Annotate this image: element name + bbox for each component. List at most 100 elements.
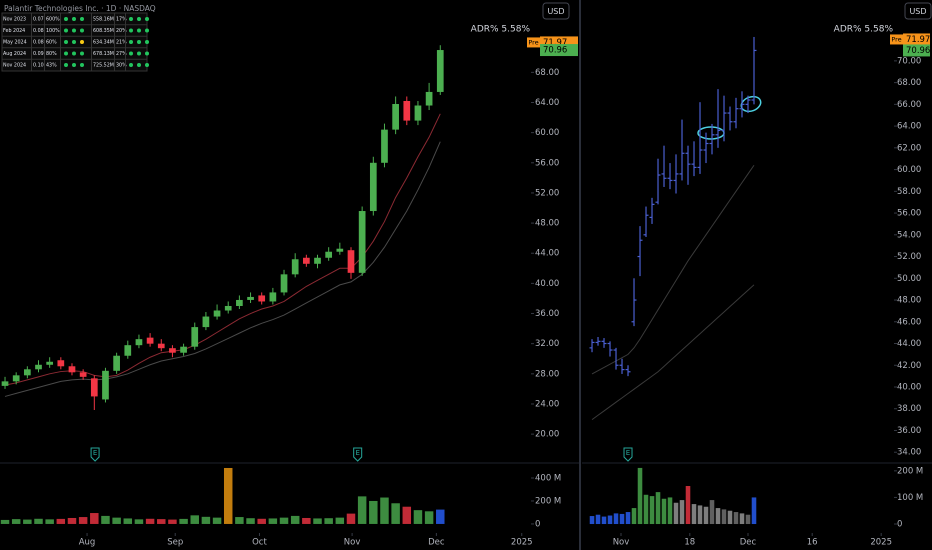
y-tick-label: 66.00 xyxy=(897,100,921,110)
volume-bar xyxy=(134,519,144,524)
volume-bar xyxy=(667,497,673,525)
table-cell: 608.35M xyxy=(93,28,114,34)
y-tick-label: 68.00 xyxy=(535,68,559,78)
currency-button[interactable] xyxy=(542,2,570,20)
volume-bar xyxy=(45,519,54,524)
status-dot xyxy=(129,63,133,67)
x-tick-label: Nov xyxy=(613,538,630,548)
volume-tick-label: 200 M xyxy=(897,466,923,476)
y-tick-label: 34.00 xyxy=(897,448,921,458)
table-cell: 558.16M xyxy=(93,17,114,23)
volume-bar xyxy=(290,515,300,524)
price-tag xyxy=(540,44,578,57)
candle-body xyxy=(202,316,210,328)
currency-button[interactable] xyxy=(904,2,932,20)
price-tag-label: 71.97 xyxy=(906,35,930,45)
volume-bar xyxy=(697,505,703,525)
volume-bar xyxy=(223,467,233,524)
earnings-marker xyxy=(623,447,633,462)
volume-tick-label: 100 M xyxy=(897,493,923,503)
x-tick-label: Oct xyxy=(252,538,267,548)
y-tick-label: 56.00 xyxy=(897,209,921,219)
status-dot xyxy=(129,17,133,21)
table-cell: 60% xyxy=(46,40,57,46)
candle-body xyxy=(303,257,310,264)
status-dot xyxy=(72,28,76,33)
x-tick-label: Dec xyxy=(428,538,445,548)
x-tick-label: Dec xyxy=(740,538,757,548)
x-tick-label: 2025 xyxy=(511,538,533,548)
currency-label[interactable]: USD xyxy=(909,7,926,16)
status-dot xyxy=(137,51,141,56)
volume-bar xyxy=(673,502,679,525)
y-tick-label: 58.00 xyxy=(897,187,921,197)
volume-bar xyxy=(619,513,625,525)
volume-bar xyxy=(279,517,289,524)
candle-body xyxy=(124,345,132,356)
volume-bar xyxy=(212,517,222,524)
volume-bar xyxy=(739,513,745,525)
volume-bar xyxy=(733,512,739,525)
volume-bar xyxy=(34,518,43,524)
candle-body xyxy=(224,305,232,311)
y-tick-label: 64.00 xyxy=(535,98,559,108)
candle-body xyxy=(381,129,388,163)
tag-badge-label: Pre xyxy=(891,35,901,43)
status-dot xyxy=(64,63,68,67)
moving-average xyxy=(591,284,755,421)
candle-body xyxy=(347,250,355,273)
tag-badge xyxy=(890,34,903,45)
moving-average xyxy=(4,113,441,386)
status-dot xyxy=(145,40,149,44)
y-tick-label: 38.00 xyxy=(897,404,921,414)
candle-body xyxy=(46,361,54,365)
price-tag xyxy=(903,33,930,46)
y-tick-label: 54.00 xyxy=(897,230,921,240)
volume-bar xyxy=(67,517,77,524)
x-tick-label: 18 xyxy=(684,538,695,548)
y-tick-label: 64.00 xyxy=(897,122,921,132)
volume-bar xyxy=(691,504,697,525)
volume-bar xyxy=(413,510,423,524)
moving-average xyxy=(591,164,755,375)
table-cell: 21% xyxy=(116,40,127,46)
x-tick-label: Nov xyxy=(344,538,361,548)
table-cell: 20% xyxy=(116,28,127,34)
volume-bar xyxy=(631,508,637,525)
y-tick-label: 56.00 xyxy=(535,158,559,168)
status-dot xyxy=(137,40,141,44)
candle-body xyxy=(68,366,76,373)
volume-bar xyxy=(380,497,389,524)
status-dot xyxy=(137,63,141,67)
table-cell: 725.52M xyxy=(93,63,114,69)
candle-body xyxy=(79,372,87,377)
volume-bar xyxy=(168,519,177,524)
currency-label[interactable]: USD xyxy=(547,7,564,16)
volume-bar xyxy=(357,496,367,524)
volume-tick-label: 0 xyxy=(535,519,540,529)
volume-bar xyxy=(90,513,99,524)
table-cell: 678.13M xyxy=(93,51,114,57)
volume-bar xyxy=(101,515,110,524)
earnings-table: Nov 2023 0.07 600% 558.16M 17% Feb 2024 0.08 10… xyxy=(1,12,149,72)
status-dot xyxy=(72,17,76,21)
tag-badge xyxy=(527,37,540,48)
volume-bar xyxy=(369,500,378,524)
x-tick-label: Sep xyxy=(167,538,183,548)
table-cell: 0.08 xyxy=(33,40,44,46)
candle-body xyxy=(314,257,321,264)
y-tick-label: 40.00 xyxy=(535,279,559,289)
candle-body xyxy=(403,100,411,121)
status-dot xyxy=(64,40,68,44)
candle-body xyxy=(1,381,9,386)
y-tick-label: 52.00 xyxy=(535,188,559,198)
candle-body xyxy=(135,339,143,346)
y-tick-label: 40.00 xyxy=(897,382,921,392)
status-dot xyxy=(129,51,133,56)
y-tick-label: 46.00 xyxy=(897,317,921,327)
volume-bar xyxy=(23,519,32,524)
status-dot xyxy=(64,17,68,21)
indicator-label: ADR% 5.58% xyxy=(834,25,894,35)
candle-body xyxy=(180,346,187,353)
